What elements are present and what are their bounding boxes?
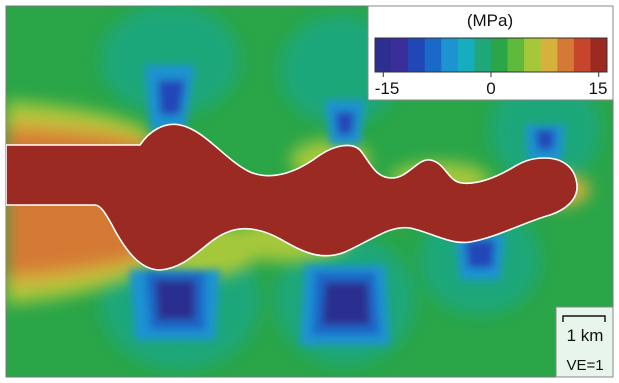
colorbar-swatch	[391, 38, 409, 72]
colorbar-swatch	[524, 38, 542, 72]
colorbar-swatches	[374, 37, 608, 77]
scale-bar	[562, 315, 606, 322]
colorbar-legend: (MPa) -15 0 15	[367, 5, 614, 101]
colorbar-swatch	[457, 38, 475, 72]
scale-bar-box: 1 km VE=1	[555, 306, 614, 378]
colorbar-tick-max: 15	[589, 79, 608, 98]
colorbar-swatch	[540, 38, 558, 72]
colorbar-swatch	[491, 38, 508, 72]
field-cold-zones	[130, 65, 565, 345]
intrusion-body	[6, 123, 578, 271]
colorbar-tick-min: -15	[375, 79, 400, 98]
colorbar-swatch	[590, 38, 608, 72]
colorbar-swatch	[408, 38, 426, 72]
colorbar-swatch	[557, 38, 575, 72]
stress-field	[6, 6, 600, 370]
colorbar-tick-mid: 0	[486, 79, 495, 98]
colorbar-swatch	[507, 38, 525, 72]
colorbar-swatch	[441, 38, 459, 72]
vertical-exaggeration-label: VE=1	[566, 357, 603, 374]
colorbar-unit-label: (MPa)	[467, 11, 513, 30]
scale-bar-label: 1 km	[567, 326, 604, 345]
colorbar-swatch	[424, 38, 442, 72]
colorbar-swatch	[375, 38, 392, 72]
colorbar-swatch	[573, 38, 591, 72]
colorbar-swatch	[474, 38, 492, 72]
